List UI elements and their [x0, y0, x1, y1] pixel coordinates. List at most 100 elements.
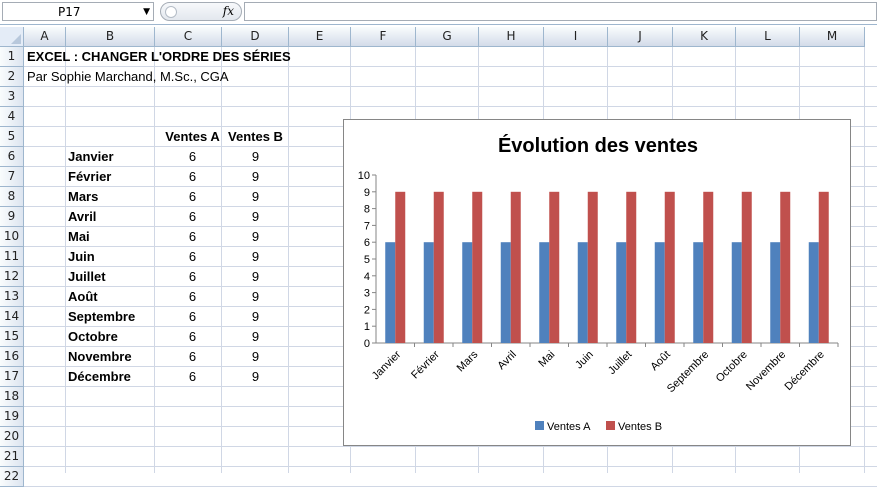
row-header-15[interactable]: 15: [0, 327, 24, 347]
header-ventes-b[interactable]: Ventes B: [228, 129, 283, 144]
bar-ventes-a: [654, 242, 665, 343]
formula-input[interactable]: [244, 2, 877, 21]
month-cell[interactable]: Mai: [68, 229, 90, 244]
row-header-7[interactable]: 7: [0, 167, 24, 187]
row-header-16[interactable]: 16: [0, 347, 24, 367]
row-header-1[interactable]: 1: [0, 47, 24, 67]
ventes-b-cell[interactable]: 9: [251, 209, 260, 224]
select-all-button[interactable]: [0, 27, 24, 47]
column-header-i[interactable]: I: [544, 27, 608, 47]
row-header-2[interactable]: 2: [0, 67, 24, 87]
row-header-19[interactable]: 19: [0, 407, 24, 427]
column-header-k[interactable]: K: [673, 27, 736, 47]
bar-ventes-b: [626, 191, 637, 343]
ventes-b-cell[interactable]: 9: [251, 189, 260, 204]
ventes-b-cell[interactable]: 9: [251, 269, 260, 284]
header-ventes-a[interactable]: Ventes A: [165, 129, 220, 144]
sheet-title[interactable]: EXCEL : CHANGER L'ORDRE DES SÉRIES: [27, 49, 291, 64]
row-header-18[interactable]: 18: [0, 387, 24, 407]
y-tick-label: 10: [358, 170, 370, 182]
ventes-a-cell[interactable]: 6: [188, 209, 197, 224]
chevron-down-icon[interactable]: ▼: [143, 7, 150, 17]
name-box[interactable]: P17 ▼: [2, 2, 154, 21]
x-tick-label: Août: [648, 349, 672, 373]
ventes-a-cell[interactable]: 6: [188, 349, 197, 364]
month-cell[interactable]: Avril: [68, 209, 97, 224]
x-tick-label: Juillet: [606, 349, 634, 377]
column-header-a[interactable]: A: [24, 27, 66, 47]
ventes-a-cell[interactable]: 6: [188, 269, 197, 284]
legend-swatch-ventes-b: [606, 421, 615, 430]
ventes-a-cell[interactable]: 6: [188, 369, 197, 384]
ventes-a-cell[interactable]: 6: [188, 289, 197, 304]
column-header-j[interactable]: J: [608, 27, 673, 47]
ventes-b-cell[interactable]: 9: [251, 369, 260, 384]
formula-bar: P17 ▼ fx: [0, 0, 877, 25]
month-cell[interactable]: Novembre: [68, 349, 132, 364]
month-cell[interactable]: Octobre: [68, 329, 118, 344]
month-cell[interactable]: Août: [68, 289, 98, 304]
column-header-l[interactable]: L: [736, 27, 800, 47]
bar-ventes-b: [780, 191, 791, 343]
ventes-b-cell[interactable]: 9: [251, 229, 260, 244]
month-cell[interactable]: Décembre: [68, 369, 131, 384]
row-header-14[interactable]: 14: [0, 307, 24, 327]
y-tick-label: 4: [364, 271, 370, 283]
x-tick-label: Mars: [455, 348, 481, 374]
ventes-a-cell[interactable]: 6: [188, 229, 197, 244]
row-header-22[interactable]: 22: [0, 467, 24, 487]
row-header-3[interactable]: 3: [0, 87, 24, 107]
row-header-12[interactable]: 12: [0, 267, 24, 287]
column-header-m[interactable]: M: [800, 27, 865, 47]
ventes-b-cell[interactable]: 9: [251, 309, 260, 324]
ventes-b-cell[interactable]: 9: [251, 349, 260, 364]
resize-handle-icon[interactable]: [165, 6, 177, 18]
month-cell[interactable]: Septembre: [68, 309, 136, 324]
ventes-a-cell[interactable]: 6: [188, 329, 197, 344]
y-tick-label: 1: [364, 321, 370, 333]
row-header-17[interactable]: 17: [0, 367, 24, 387]
row-header-11[interactable]: 11: [0, 247, 24, 267]
row-header-6[interactable]: 6: [0, 147, 24, 167]
bar-ventes-b: [395, 191, 406, 343]
ventes-b-cell[interactable]: 9: [251, 289, 260, 304]
ventes-a-cell[interactable]: 6: [188, 149, 197, 164]
row-header-9[interactable]: 9: [0, 207, 24, 227]
ventes-a-cell[interactable]: 6: [188, 169, 197, 184]
sales-chart[interactable]: Évolution des ventes 0 1 2 3 4 5 6 7 8 9 10 Janvier F…: [343, 119, 851, 446]
row-header-5[interactable]: 5: [0, 127, 24, 147]
ventes-b-cell[interactable]: 9: [251, 249, 260, 264]
sheet-author[interactable]: Par Sophie Marchand, M.Sc., CGA: [27, 69, 229, 84]
ventes-a-cell[interactable]: 6: [188, 249, 197, 264]
month-cell[interactable]: Juin: [68, 249, 95, 264]
row-header-21[interactable]: 21: [0, 447, 24, 467]
column-header-e[interactable]: E: [289, 27, 351, 47]
row-header-20[interactable]: 20: [0, 427, 24, 447]
month-cell[interactable]: Mars: [68, 189, 99, 204]
column-header-d[interactable]: D: [222, 27, 289, 47]
ventes-a-cell[interactable]: 6: [188, 189, 197, 204]
column-header-c[interactable]: C: [155, 27, 222, 47]
bar-ventes-b: [510, 191, 521, 343]
month-cell[interactable]: Février: [68, 169, 112, 184]
row-header-10[interactable]: 10: [0, 227, 24, 247]
bar-ventes-b: [741, 191, 752, 343]
gridline: [154, 47, 155, 473]
row-header-8[interactable]: 8: [0, 187, 24, 207]
column-header-g[interactable]: G: [416, 27, 479, 47]
ventes-b-cell[interactable]: 9: [251, 149, 260, 164]
ventes-b-cell[interactable]: 9: [251, 329, 260, 344]
month-cell[interactable]: Janvier: [68, 149, 114, 164]
x-tick-label: Février: [409, 348, 442, 381]
insert-function-button[interactable]: fx: [222, 4, 234, 18]
column-header-b[interactable]: B: [66, 27, 155, 47]
row-header-4[interactable]: 4: [0, 107, 24, 127]
month-cell[interactable]: Juillet: [68, 269, 106, 284]
bar-ventes-a: [539, 242, 550, 343]
ventes-b-cell[interactable]: 9: [251, 169, 260, 184]
row-header-13[interactable]: 13: [0, 287, 24, 307]
column-header-h[interactable]: H: [479, 27, 544, 47]
bar-ventes-a: [385, 242, 396, 343]
ventes-a-cell[interactable]: 6: [188, 309, 197, 324]
column-header-f[interactable]: F: [351, 27, 416, 47]
